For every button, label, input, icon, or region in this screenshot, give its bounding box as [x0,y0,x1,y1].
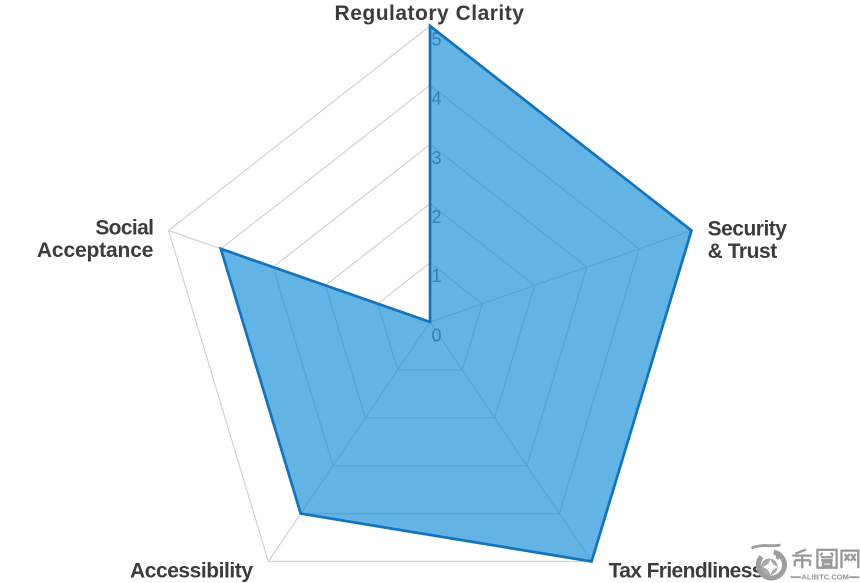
svg-text:Social: Social [95,217,153,240]
svg-text:Tax Friendliness: Tax Friendliness [609,559,763,582]
svg-text:ALIBTC.COM: ALIBTC.COM [801,572,849,581]
svg-text:Acceptance: Acceptance [37,239,153,262]
svg-text:Accessibility: Accessibility [130,560,253,583]
svg-text:Regulatory Clarity: Regulatory Clarity [335,2,525,25]
svg-text:Security: Security [708,217,788,240]
svg-text:& Trust: & Trust [708,240,778,263]
